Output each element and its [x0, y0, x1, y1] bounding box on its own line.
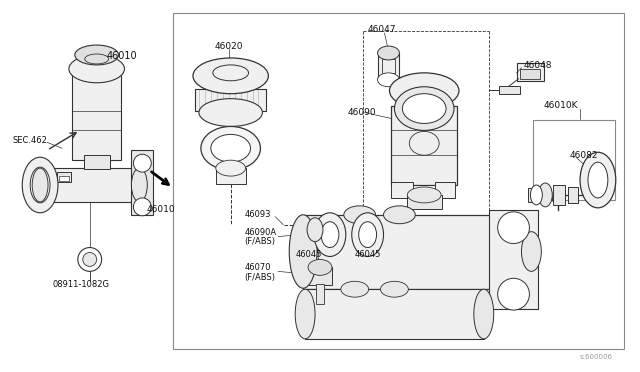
- Ellipse shape: [394, 87, 454, 131]
- Bar: [381, 59, 396, 73]
- Bar: [131, 150, 153, 215]
- Text: (F/ABS): (F/ABS): [244, 273, 276, 282]
- Ellipse shape: [32, 168, 48, 202]
- Text: 46010K: 46010K: [543, 101, 578, 110]
- Ellipse shape: [295, 289, 315, 339]
- Ellipse shape: [131, 168, 147, 202]
- Text: 46047: 46047: [367, 25, 396, 34]
- Bar: [407, 195, 442, 209]
- Bar: [59, 176, 69, 181]
- Bar: [195, 89, 266, 110]
- Ellipse shape: [201, 126, 260, 170]
- Bar: [499, 86, 520, 94]
- Ellipse shape: [378, 46, 399, 60]
- Bar: [72, 71, 122, 160]
- Bar: [57, 172, 71, 182]
- Text: 46093: 46093: [244, 210, 271, 219]
- Bar: [310, 238, 326, 247]
- Bar: [489, 210, 538, 309]
- Bar: [173, 13, 624, 349]
- Ellipse shape: [307, 218, 323, 241]
- Bar: [40, 168, 140, 202]
- Bar: [568, 187, 578, 203]
- Ellipse shape: [588, 162, 608, 198]
- Bar: [84, 155, 109, 169]
- Ellipse shape: [580, 152, 616, 208]
- Text: SEC.462: SEC.462: [12, 136, 47, 145]
- Text: 46045: 46045: [295, 250, 321, 259]
- Ellipse shape: [498, 212, 529, 244]
- Bar: [378, 53, 399, 81]
- Ellipse shape: [133, 154, 151, 172]
- Ellipse shape: [403, 94, 446, 124]
- Ellipse shape: [358, 222, 376, 247]
- Ellipse shape: [378, 73, 399, 87]
- Ellipse shape: [538, 183, 552, 207]
- Text: 46020: 46020: [215, 42, 243, 51]
- Bar: [316, 284, 324, 304]
- Text: 46090: 46090: [348, 108, 376, 117]
- Bar: [216, 168, 246, 184]
- Bar: [435, 182, 455, 198]
- Text: 46070: 46070: [244, 263, 271, 272]
- Text: 46090A: 46090A: [244, 228, 276, 237]
- Bar: [392, 106, 457, 185]
- Ellipse shape: [216, 160, 246, 176]
- Ellipse shape: [199, 99, 262, 126]
- Ellipse shape: [522, 232, 541, 271]
- Ellipse shape: [498, 278, 529, 310]
- Ellipse shape: [133, 198, 151, 216]
- Text: 46010: 46010: [107, 51, 137, 61]
- Text: 46048: 46048: [524, 61, 552, 70]
- Ellipse shape: [193, 58, 268, 94]
- Ellipse shape: [344, 206, 376, 224]
- Bar: [553, 185, 565, 205]
- Ellipse shape: [78, 247, 102, 271]
- Ellipse shape: [314, 213, 346, 256]
- Ellipse shape: [474, 289, 493, 339]
- Ellipse shape: [308, 259, 332, 275]
- Ellipse shape: [22, 157, 58, 213]
- Ellipse shape: [321, 222, 339, 247]
- Ellipse shape: [390, 73, 459, 109]
- Bar: [533, 121, 615, 200]
- Ellipse shape: [69, 55, 124, 83]
- Bar: [529, 188, 538, 202]
- Text: 46082: 46082: [569, 151, 598, 160]
- Text: s:600006: s:600006: [580, 354, 612, 360]
- Ellipse shape: [211, 134, 250, 162]
- Text: 46010: 46010: [147, 205, 175, 214]
- Ellipse shape: [407, 187, 441, 203]
- Bar: [516, 63, 544, 81]
- Text: (F/ABS): (F/ABS): [244, 237, 276, 246]
- Ellipse shape: [30, 167, 50, 203]
- Bar: [520, 69, 540, 79]
- Ellipse shape: [83, 253, 97, 266]
- Ellipse shape: [341, 281, 369, 297]
- Bar: [303, 215, 531, 289]
- Ellipse shape: [289, 215, 317, 288]
- Bar: [392, 182, 413, 198]
- Text: 46045: 46045: [355, 250, 381, 259]
- Ellipse shape: [383, 206, 415, 224]
- Text: 08911-1082G: 08911-1082G: [52, 280, 109, 289]
- Ellipse shape: [352, 213, 383, 256]
- Ellipse shape: [381, 281, 408, 297]
- Bar: [308, 267, 332, 285]
- Bar: [305, 289, 484, 339]
- Ellipse shape: [531, 185, 542, 205]
- Ellipse shape: [75, 45, 118, 65]
